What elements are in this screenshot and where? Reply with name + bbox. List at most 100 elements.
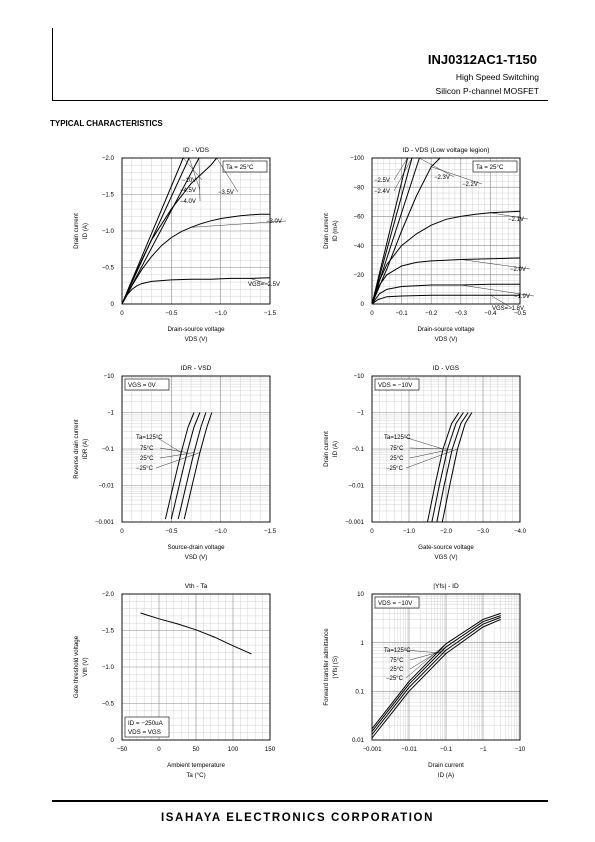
y-tick-label: −0.5 (102, 701, 115, 708)
x-tick-label: −0.2 (425, 310, 438, 317)
series-line (121, 157, 218, 305)
series-label: −25°C (386, 466, 404, 472)
y-axis-unit: ID (mA) (332, 220, 339, 241)
annotation-box (374, 378, 420, 391)
x-tick-label: 0 (120, 310, 124, 317)
series-label: −2.3V (434, 175, 450, 181)
series-line (431, 412, 464, 523)
chart-yfs-id: |Yfs| - ID −0.001 −0.01 −0.1 −1 −10 0.01 0.1 1 10… (323, 583, 526, 779)
annotation-text: VGS = 0V (128, 382, 157, 389)
series-label: −25°C (136, 466, 154, 472)
series-label: 75°C (390, 658, 404, 664)
y-tick-label: −20 (354, 272, 365, 279)
series-label: 25°C (140, 456, 154, 462)
series-label: Ta=125°C (384, 435, 411, 441)
series-leader-line (431, 166, 483, 185)
series-line (121, 157, 200, 305)
section-title: TYPICAL CHARACTERISTICS (50, 119, 163, 128)
annotation-text: Ta = 25°C (476, 164, 504, 171)
plot-area (371, 375, 521, 523)
device-subtitle-2: Silicon P-channel MOSFET (435, 86, 539, 96)
chart-id-vds: ID - VDS 0 −0.5 −1.0 −1.5 0 −0.5 −1.0 −1.5 −2.0 Dr… (73, 147, 287, 343)
y-axis-label: Drain current (73, 213, 80, 249)
series-label: −10V (182, 178, 196, 184)
y-tick-label: −1.5 (102, 192, 115, 199)
x-axis-label: Drain-source voltage (167, 326, 225, 333)
x-tick-label: −0.3 (455, 310, 468, 317)
y-tick-label: −80 (354, 184, 365, 191)
x-axis-unit: VDS (V) (185, 336, 208, 343)
plot-frame (121, 375, 271, 523)
x-tick-label: −1.0 (215, 310, 228, 317)
y-tick-label: −0.001 (95, 519, 115, 526)
y-tick-label: −0.5 (102, 265, 115, 272)
series-label: −4.0V (180, 199, 196, 205)
series-line (441, 412, 473, 523)
x-axis-label: Drain-source voltage (417, 326, 475, 333)
chart-id-vgs: ID - VGS 0 −1.0 −2.0 −3.0 −4.0 −0.001 −0.01 −0.1… (323, 365, 527, 561)
part-number: INJ0312AC1-T150 (427, 52, 537, 67)
y-tick-label: −1.0 (102, 228, 115, 235)
y-tick-label: −10 (354, 373, 365, 380)
x-tick-label: −3.0 (477, 528, 490, 535)
plot-frame (371, 593, 521, 741)
plot-frame (121, 593, 271, 741)
y-tick-label: −0.01 (348, 483, 364, 490)
x-tick-label: −1.5 (264, 310, 277, 317)
annotation-box (124, 716, 170, 738)
series-leader-line (490, 295, 513, 309)
y-tick-label: −2.0 (102, 591, 115, 598)
x-tick-label: 0 (120, 528, 124, 535)
x-tick-label: −0.1 (440, 746, 453, 753)
footer-rule (52, 800, 548, 802)
chart-vth-ta: Vth - Ta−50 0 50 100 1500−0.5−1.0−1.5−2.0Amb… (73, 583, 276, 779)
chart-title: Vth - Ta (185, 583, 208, 590)
x-axis-unit: VDS (V) (435, 336, 458, 343)
x-tick-label: −0.4 (484, 310, 497, 317)
series-label: −3.5V (218, 190, 234, 196)
annotation-text: ID = −250uA (128, 720, 164, 727)
x-tick-label: −0.1 (395, 310, 408, 317)
header-rule-horizontal (52, 100, 548, 101)
series-leader-line (490, 212, 529, 220)
series-line (183, 412, 213, 520)
x-tick-label: −1 (479, 746, 487, 753)
y-tick-label: 1 (361, 640, 365, 647)
y-tick-label: −40 (354, 243, 365, 250)
y-axis-label: Gate threshold voltage (73, 635, 80, 698)
series-label: −25°C (386, 676, 404, 682)
x-tick-label: 0 (157, 746, 161, 753)
series-line (371, 157, 413, 305)
plot-frame (371, 157, 521, 305)
y-axis-unit: IDR (A) (82, 439, 89, 460)
series-label: −2.4V (374, 189, 390, 195)
x-tick-label: −1.0 (403, 528, 416, 535)
x-axis-label: Gate-source voltage (418, 544, 474, 551)
y-tick-label: −0.01 (98, 483, 114, 490)
annotation-box (374, 596, 420, 609)
y-tick-label: −0.001 (345, 519, 365, 526)
device-subtitle-1: High Speed Switching (455, 72, 539, 82)
series-leader-line (403, 649, 447, 654)
annotation-text: VDS = −10V (378, 600, 413, 607)
x-tick-label: 100 (228, 746, 239, 753)
series-label: 25°C (390, 667, 404, 673)
series-leader-line (403, 436, 444, 450)
y-tick-label: 0 (361, 301, 365, 308)
series-line (371, 257, 521, 305)
x-tick-label: −0.001 (362, 746, 382, 753)
series-line (371, 294, 520, 305)
series-line (164, 412, 195, 520)
x-tick-label: −0.5 (165, 310, 178, 317)
series-leader-line (155, 436, 182, 453)
y-tick-label: −10 (104, 373, 115, 380)
annotation-box (124, 378, 170, 391)
series-leader-line (159, 447, 188, 453)
series-label: 75°C (390, 446, 404, 452)
plot-area (371, 157, 521, 305)
y-axis-unit: ID (A) (82, 223, 89, 239)
plot-frame (121, 157, 271, 305)
series-label: −2.0V (510, 267, 526, 273)
y-tick-label: −2.0 (102, 155, 115, 162)
x-axis-unit: VSD (V) (185, 554, 208, 561)
